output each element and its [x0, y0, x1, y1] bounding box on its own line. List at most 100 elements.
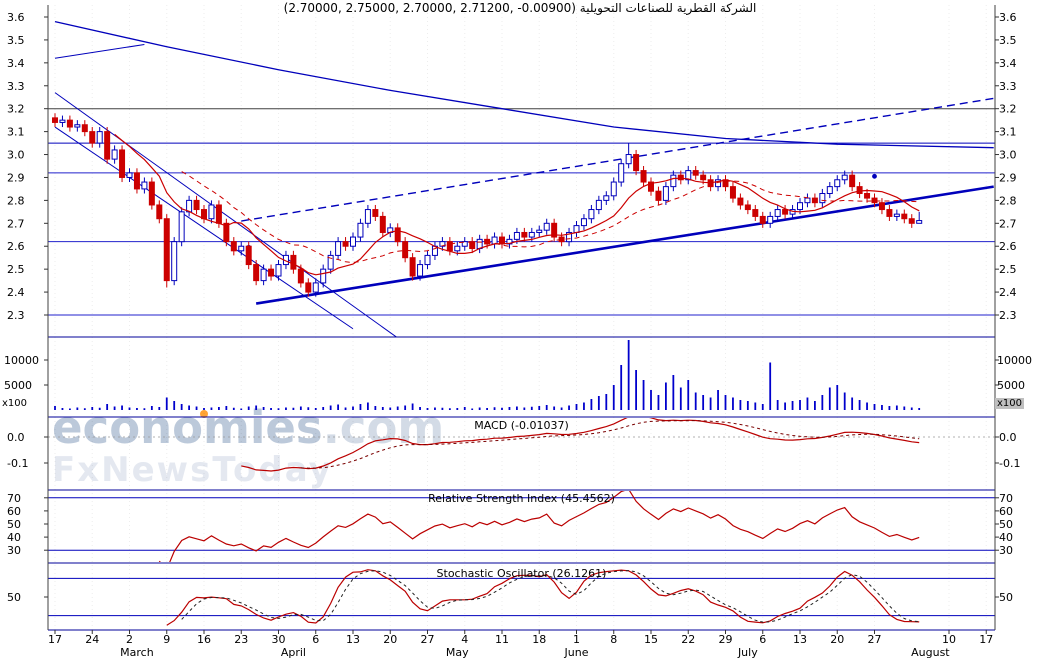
volume-unit-label-right: x100	[995, 398, 1025, 409]
price-axis-label: 2.7	[999, 217, 1017, 230]
price-axis-label: 3.4	[7, 57, 25, 70]
date-label: 17	[48, 633, 62, 646]
weekly-gridlines	[54, 5, 987, 630]
date-label: 27	[421, 633, 435, 646]
price-axis-label: 2.8	[7, 194, 25, 207]
rsi-axis-label: 40	[999, 531, 1013, 544]
date-label: 20	[383, 633, 397, 646]
volume-axis-label: 10000	[997, 354, 1032, 367]
price-axis-label: 2.4	[999, 286, 1017, 299]
date-label: 18	[532, 633, 546, 646]
date-label: 29	[719, 633, 733, 646]
date-label: 23	[234, 633, 248, 646]
price-axis-label: 3.0	[7, 149, 25, 162]
price-axis-label: 3.2	[7, 103, 25, 116]
date-label: 9	[163, 633, 170, 646]
month-label: June	[564, 646, 589, 659]
candlestick-series	[52, 113, 923, 297]
date-label: 13	[793, 633, 807, 646]
date-label: 15	[644, 633, 658, 646]
date-label: 1	[573, 633, 580, 646]
watermark-subbrand: FxNewsToday	[52, 450, 333, 491]
date-label: 4	[461, 633, 468, 646]
watermark-brand-text: economies	[52, 401, 323, 454]
watermark-orange-dot-icon	[200, 410, 208, 418]
rsi-axis-label: 60	[999, 505, 1013, 518]
date-label: 8	[610, 633, 617, 646]
date-label: 30	[272, 633, 286, 646]
price-axis-label: 3.1	[999, 126, 1017, 139]
stoch-axis-label: 50	[7, 591, 21, 604]
date-label: 20	[830, 633, 844, 646]
price-axis-label: 3.3	[7, 80, 25, 93]
macd-axis-label: -0.1	[999, 457, 1020, 470]
panel-frame	[47, 5, 996, 631]
date-label: 2	[126, 633, 133, 646]
price-axis-label: 2.8	[999, 194, 1017, 207]
macd-axis-label: -0.1	[7, 457, 28, 470]
date-label: 16	[197, 633, 211, 646]
macd-panel-title: MACD (-0.01037)	[474, 419, 569, 432]
macd-lines	[48, 418, 995, 472]
macd-axis-label: 0.0	[7, 431, 25, 444]
watermark: economies.com FxNewsToday	[52, 404, 444, 489]
price-axis-label: 2.7	[7, 217, 25, 230]
rsi-axis-label: 30	[999, 544, 1013, 557]
date-label: 6	[759, 633, 766, 646]
trendlines	[54, 20, 994, 337]
rsi-axis-label: 70	[7, 492, 21, 505]
date-label: 17	[979, 633, 993, 646]
price-axis-label: 3.1	[7, 126, 25, 139]
date-label: 27	[868, 633, 882, 646]
month-label: July	[737, 646, 758, 659]
volume-axis-label: 5000	[4, 379, 32, 392]
rsi-axis-label: 50	[7, 518, 21, 531]
price-axis-label: 2.9	[7, 171, 25, 184]
rsi-panel-title: Relative Strength Index (45.4562)	[428, 492, 615, 505]
macd-axis-label: 0.0	[999, 431, 1017, 444]
rsi-axis-label: 70	[999, 492, 1013, 505]
price-axis-label: 3.0	[999, 149, 1017, 162]
month-label: March	[120, 646, 154, 659]
rsi-axis-label: 50	[999, 518, 1013, 531]
rsi-axis-label: 40	[7, 531, 21, 544]
price-level-lines	[48, 108, 995, 316]
price-axis-label: 3.5	[999, 34, 1017, 47]
stoch-panel-title: Stochastic Oscillator (26.1261)	[436, 567, 607, 580]
volume-axis-label: 10000	[4, 354, 39, 367]
price-axis-label: 3.2	[999, 103, 1017, 116]
price-axis-label: 2.6	[7, 240, 25, 253]
date-label: 10	[942, 633, 956, 646]
price-axis-label: 2.3	[7, 309, 25, 322]
stoch-axis-label: 50	[999, 591, 1013, 604]
price-axis-label: 3.6	[999, 11, 1017, 24]
price-axis-label: 3.6	[7, 11, 25, 24]
price-axis-label: 2.4	[7, 286, 25, 299]
volume-bars	[54, 340, 921, 410]
stochastic-lines	[48, 569, 995, 626]
date-label: 11	[495, 633, 509, 646]
price-axis-label: 3.5	[7, 34, 25, 47]
price-axis-label: 3.3	[999, 80, 1017, 93]
volume-axis-label: 5000	[997, 379, 1025, 392]
month-label: August	[911, 646, 950, 659]
volume-unit-label-left: x100	[2, 398, 28, 409]
price-axis-label: 2.6	[999, 240, 1017, 253]
price-axis-label: 3.4	[999, 57, 1017, 70]
price-axis-label: 2.5	[999, 263, 1017, 276]
date-label: 24	[85, 633, 99, 646]
moving-averages	[114, 133, 920, 276]
month-label: May	[446, 646, 469, 659]
axis-labels: 3.6 3.6 3.5 3.5 3.4 3.4 3.3 3.3 3.2 3.2 3.1 3.1 3.0 3…	[4, 11, 1032, 659]
price-axis-label: 2.3	[999, 309, 1017, 322]
month-label: April	[281, 646, 306, 659]
watermark-brand-suffix: .com	[322, 401, 445, 454]
date-label: 13	[346, 633, 360, 646]
rsi-axis-label: 30	[7, 544, 21, 557]
price-axis-label: 2.5	[7, 263, 25, 276]
chart-title: (2.70000, 2.75000, 2.70000, 2.71200, -0.…	[283, 1, 757, 15]
rsi-line	[48, 491, 995, 562]
date-label: 22	[681, 633, 695, 646]
